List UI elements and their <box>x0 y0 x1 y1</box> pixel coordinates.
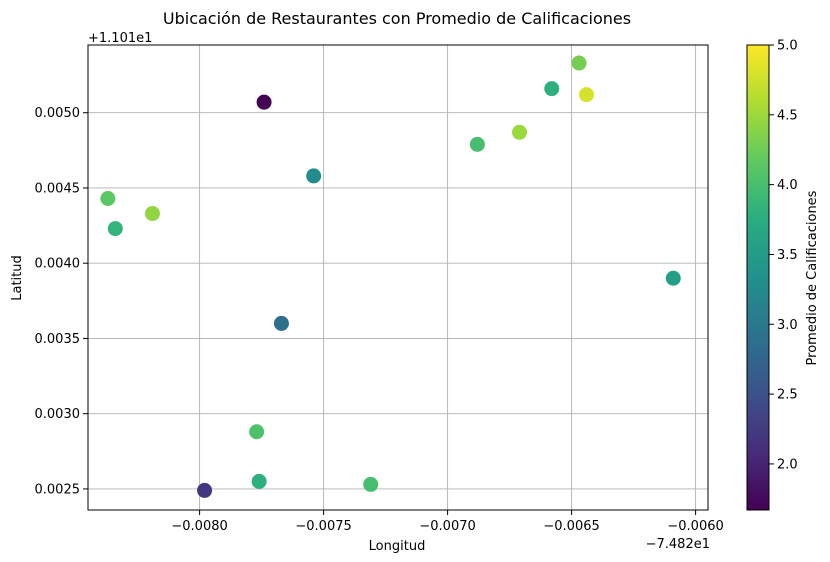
restaurant-point <box>544 81 560 97</box>
x-tick-label: −0.0080 <box>171 519 227 534</box>
restaurant-point <box>571 55 587 71</box>
restaurant-point <box>512 124 528 140</box>
restaurant-point <box>306 168 322 184</box>
colorbar-tick-label: 4.5 <box>777 108 798 123</box>
restaurant-point <box>273 315 289 331</box>
y-axis-label: Latitud <box>10 255 25 301</box>
x-offset-label: −7.482e1 <box>646 537 710 552</box>
restaurant-point <box>363 476 379 492</box>
colorbar-tick-label: 3.5 <box>777 248 798 263</box>
colorbar-tick-label: 3.0 <box>777 318 798 333</box>
restaurant-point <box>469 136 485 152</box>
y-tick-label: 0.0040 <box>35 257 81 272</box>
restaurant-point <box>251 473 267 489</box>
y-tick-label: 0.0050 <box>35 106 81 121</box>
restaurant-point <box>107 221 123 237</box>
y-tick-label: 0.0035 <box>35 332 81 347</box>
chart-title: Ubicación de Restaurantes con Promedio d… <box>163 9 631 28</box>
x-tick-label: −0.0070 <box>419 519 475 534</box>
restaurant-point <box>256 94 272 110</box>
colorbar-tick-label: 4.0 <box>777 178 798 193</box>
restaurant-point <box>144 206 160 222</box>
x-axis-label: Longitud <box>369 539 426 554</box>
restaurant-point <box>578 87 594 103</box>
plot-frame <box>87 44 709 511</box>
restaurant-point <box>665 270 681 286</box>
colorbar <box>746 44 770 511</box>
restaurant-point <box>100 190 116 206</box>
restaurant-point <box>249 424 265 440</box>
x-axis-ticks: −0.0080 −0.0075 −0.0070 −0.0065 −0.0060 <box>171 510 724 534</box>
y-tick-label: 0.0030 <box>35 407 81 422</box>
x-tick-label: −0.0065 <box>543 519 599 534</box>
colorbar-tick-label: 2.0 <box>777 457 798 472</box>
colorbar-ticks: 2.0 2.5 3.0 3.5 4.0 4.5 5.0 <box>769 39 798 472</box>
restaurant-point <box>197 482 213 498</box>
colorbar-label: Promedio de Calificaciones <box>805 190 820 365</box>
colorbar-tick-label: 5.0 <box>777 39 798 54</box>
y-tick-label: 0.0025 <box>35 482 81 497</box>
y-tick-label: 0.0045 <box>35 181 81 196</box>
x-tick-label: −0.0075 <box>295 519 351 534</box>
x-tick-label: −0.0060 <box>667 519 723 534</box>
y-axis-ticks: 0.0025 0.0030 0.0035 0.0040 0.0045 0.0050 <box>35 106 88 497</box>
colorbar-tick-label: 2.5 <box>777 388 798 403</box>
y-offset-label: +1.101e1 <box>88 31 152 46</box>
data-points <box>100 55 681 498</box>
grid-lines <box>88 45 708 510</box>
